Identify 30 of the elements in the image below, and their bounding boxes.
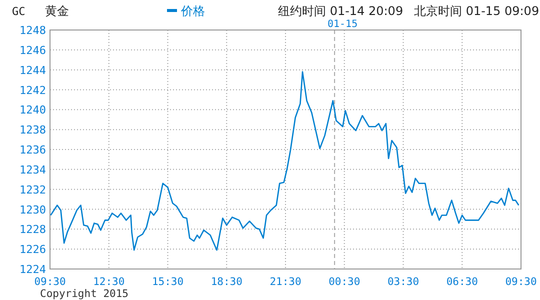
y-tick-label: 1224 xyxy=(20,263,46,276)
chart-subtitle: 黄金 xyxy=(45,4,69,18)
y-tick-label: 1234 xyxy=(20,163,46,176)
y-tick-label: 1248 xyxy=(20,24,46,37)
legend: 价格 xyxy=(167,4,205,18)
x-tick-label: 12:30 xyxy=(93,276,125,288)
x-tick-label: 21:30 xyxy=(270,276,302,288)
y-tick-label: 1244 xyxy=(20,64,46,77)
x-tick-label: 09:30 xyxy=(505,276,537,288)
x-tick-label: 18:30 xyxy=(210,276,242,288)
text: 纽约时间 01-14 20:09 xyxy=(278,4,404,18)
legend-label: 价格 xyxy=(180,4,205,18)
x-tick-label: 03:30 xyxy=(387,276,420,288)
y-tick-label: 1242 xyxy=(20,84,46,97)
text: Copyright 2015 xyxy=(40,288,129,300)
x-tick-label: 06:30 xyxy=(446,276,478,288)
y-tick-label: 1238 xyxy=(20,124,46,137)
y-tick-label: 1240 xyxy=(20,104,46,117)
y-tick-label: 1230 xyxy=(20,203,46,216)
y-tick-label: 1232 xyxy=(20,183,46,196)
x-tick-label: 15:30 xyxy=(152,276,184,288)
text: 北京时间 01-15 09:09 xyxy=(414,4,540,18)
chart-title: GC xyxy=(12,5,26,18)
x-tick-label: 09:30 xyxy=(34,276,66,288)
y-tick-label: 1228 xyxy=(20,223,46,236)
x-tick-label: 00:30 xyxy=(328,276,360,288)
y-tick-label: 1236 xyxy=(20,144,46,156)
y-tick-label: 1246 xyxy=(20,44,46,57)
ref-line-label: 01-15 xyxy=(328,19,358,30)
y-tick-label: 1226 xyxy=(20,243,46,256)
